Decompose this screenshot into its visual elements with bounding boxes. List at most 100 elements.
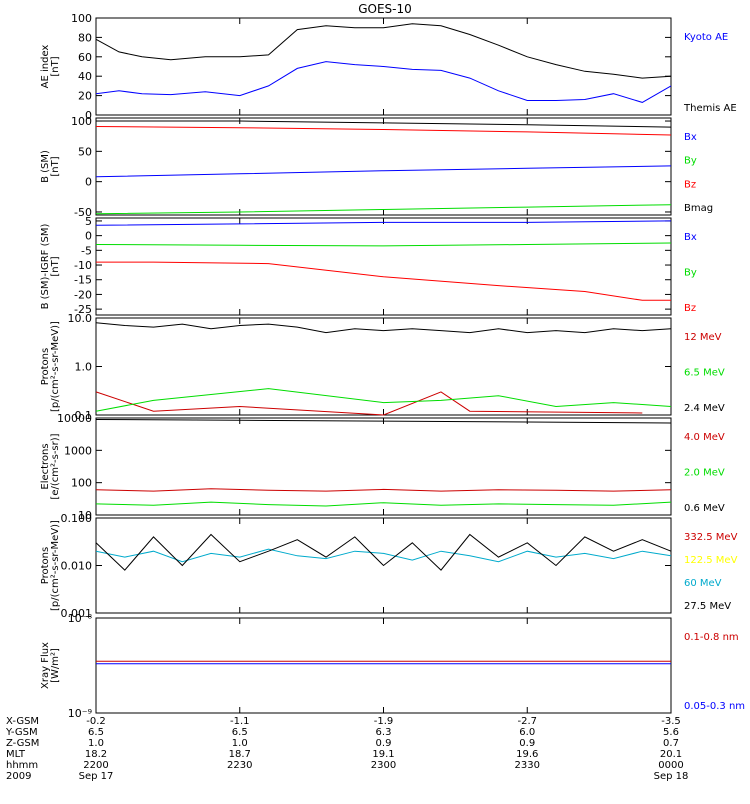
y-axis-label: Xray Flux xyxy=(40,642,51,689)
y-tick-label: 50 xyxy=(78,145,92,158)
chart-title: GOES-10 xyxy=(358,2,412,16)
x-tick-value: -1.9 xyxy=(374,716,394,727)
y-tick-label: -15 xyxy=(74,274,92,287)
x-tick-value: 6.3 xyxy=(376,727,392,738)
series-line-bz xyxy=(96,261,671,301)
x-tick-value: 0000 xyxy=(658,760,683,771)
legend-label: 4.0 MeV xyxy=(684,432,725,443)
series-line-12-mev xyxy=(95,391,643,416)
y-tick-label: -50 xyxy=(74,206,92,219)
series-line-by xyxy=(95,242,672,247)
y-tick-label: 1000 xyxy=(64,444,92,457)
x-tick-value: -0.2 xyxy=(86,716,106,727)
y-tick-label: -25 xyxy=(74,303,92,316)
x-tick-value: 5.6 xyxy=(663,727,679,738)
y-axis-label: Protons xyxy=(40,547,51,584)
y-tick-label: -20 xyxy=(74,288,92,301)
x-tick-value: 0.7 xyxy=(663,738,679,749)
y-tick-label: 10.0 xyxy=(68,312,93,325)
x-tick-value: 1.0 xyxy=(232,738,248,749)
y-tick-label: 5 xyxy=(85,215,92,228)
y-axis-label: [nT] xyxy=(50,56,61,76)
legend-label: 0.1-0.8 nm xyxy=(684,632,739,643)
series-line-0-6-mev xyxy=(95,419,672,424)
y-tick-label: 0.100 xyxy=(61,512,93,525)
x-tick-value: -2.7 xyxy=(517,716,537,727)
y-tick-label: 10⁻⁸ xyxy=(68,612,93,625)
y-axis-label: [nT] xyxy=(50,256,61,276)
series-line-4-0-mev xyxy=(95,488,672,492)
x-tick-value: 2300 xyxy=(371,760,396,771)
series-line-2-4-mev xyxy=(95,322,672,334)
series-line-bx xyxy=(95,165,672,178)
y-tick-label: 40 xyxy=(78,70,92,83)
y-tick-label: 1.0 xyxy=(75,361,93,374)
legend-label: 122.5 MeV xyxy=(684,555,738,566)
x-tick-value: 1.0 xyxy=(88,738,104,749)
y-tick-label: 60 xyxy=(78,51,92,64)
x-tick-value: 2230 xyxy=(227,760,252,771)
panel-frame xyxy=(95,217,672,316)
y-tick-label: 0 xyxy=(85,176,92,189)
series-line-6-5-mev xyxy=(95,388,672,412)
y-tick-label: 10000 xyxy=(57,412,92,425)
series-line-bx xyxy=(95,220,672,226)
x-row-label: X-GSM xyxy=(6,716,39,727)
x-tick-value: 0.9 xyxy=(376,738,392,749)
legend-label: 27.5 MeV xyxy=(684,601,731,612)
y-tick-label: 100 xyxy=(71,477,92,490)
y-axis-label: [nT] xyxy=(50,156,61,176)
y-tick-label: 10 xyxy=(78,509,92,522)
x-tick-value: 2330 xyxy=(515,760,540,771)
series-line-bz xyxy=(95,126,672,136)
legend-label: 0.6 MeV xyxy=(684,503,725,514)
y-axis-label: [p/(cm²-s-sr-MeV)] xyxy=(50,520,61,611)
y-tick-label: 0.1 xyxy=(75,409,93,422)
legend-label: By xyxy=(684,156,697,167)
y-axis-label: AE index xyxy=(40,45,51,89)
x-tick-value: 19.1 xyxy=(372,749,394,760)
x-tick-value: 19.6 xyxy=(516,749,538,760)
y-tick-label: 0.001 xyxy=(61,607,93,620)
x-tick-value: 18.2 xyxy=(85,749,107,760)
x-tick-value: 2200 xyxy=(83,760,108,771)
y-tick-label: 100 xyxy=(71,12,92,25)
y-axis-label: [W/m²] xyxy=(50,648,61,683)
legend-label: 332.5 MeV xyxy=(684,532,738,543)
legend-label: 60 MeV xyxy=(684,578,722,589)
x-row-label: Y-GSM xyxy=(5,727,38,738)
legend-label: 2.4 MeV xyxy=(684,403,725,414)
legend-label: Bz xyxy=(684,179,696,190)
x-tick-value: 6.5 xyxy=(232,727,248,738)
series-line-27-5-mev xyxy=(95,533,672,571)
y-axis-label: B (SM) xyxy=(40,150,51,183)
y-tick-label: 20 xyxy=(78,90,92,103)
legend-label: By xyxy=(684,268,697,279)
x-row-label: Z-GSM xyxy=(6,738,39,749)
x-tick-value: 0.9 xyxy=(519,738,535,749)
x-tick-value: 20.1 xyxy=(660,749,682,760)
y-tick-label: 80 xyxy=(78,31,92,44)
x-tick-value: Sep 18 xyxy=(654,771,689,782)
panel-frame xyxy=(95,417,672,516)
legend-label: Bx xyxy=(684,132,697,143)
legend-label: Kyoto AE xyxy=(684,32,728,43)
legend-label: Bx xyxy=(684,232,697,243)
x-row-label: 2009 xyxy=(6,771,31,782)
series-line-60-mev xyxy=(95,548,672,563)
series-line-kyoto-ae xyxy=(95,61,672,103)
x-tick-value: 18.7 xyxy=(229,749,251,760)
legend-label: Bmag xyxy=(684,203,713,214)
y-axis-label: Protons xyxy=(40,348,51,385)
legend-label: 6.5 MeV xyxy=(684,368,725,379)
series-line-themis-ae xyxy=(95,23,672,79)
legend-label: 2.0 MeV xyxy=(684,468,725,479)
legend-label: 0.05-0.3 nm xyxy=(684,701,745,712)
series-line-2-0-mev xyxy=(95,501,672,507)
series-line-by xyxy=(95,204,672,215)
y-tick-label: 0 xyxy=(85,230,92,243)
panel-frame xyxy=(95,617,672,714)
y-tick-label: -5 xyxy=(81,244,92,257)
